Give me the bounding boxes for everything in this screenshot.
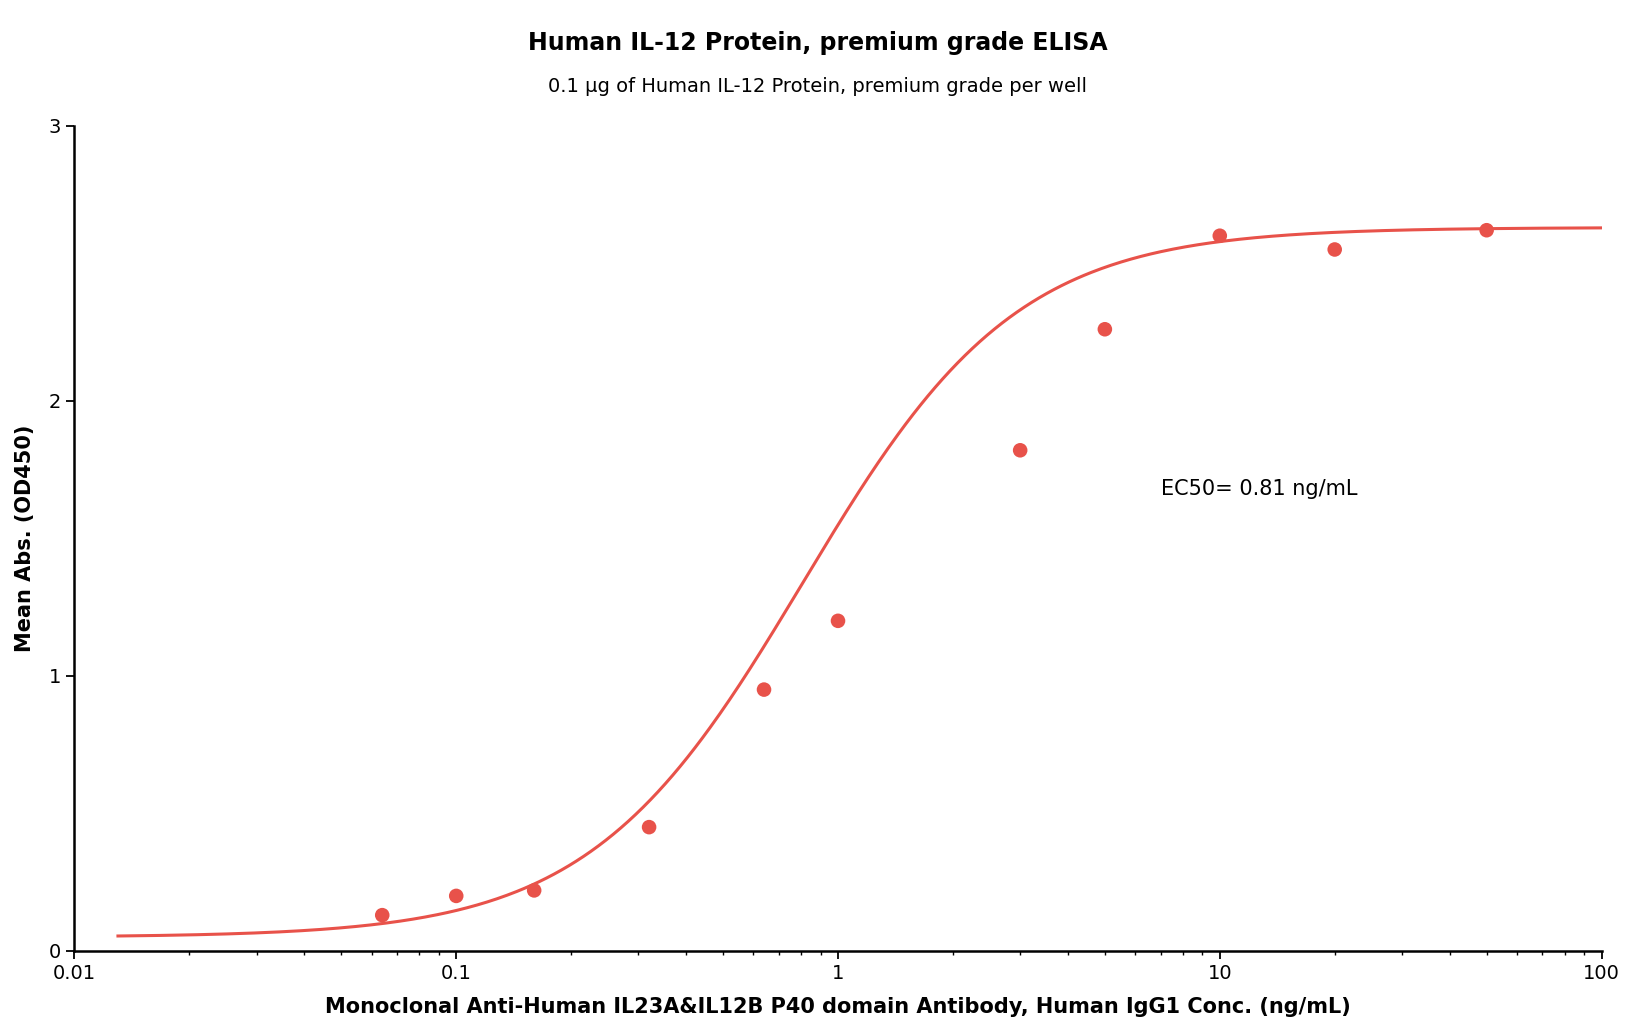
Point: [636, 818, 662, 835]
Point: [1321, 241, 1347, 258]
Point: [1207, 227, 1233, 244]
Y-axis label: Mean Abs. (OD450): Mean Abs. (OD450): [15, 424, 34, 652]
Point: [1473, 222, 1499, 238]
Point: [370, 907, 396, 924]
Text: 0.1 μg of Human IL-12 Protein, premium grade per well: 0.1 μg of Human IL-12 Protein, premium g…: [548, 77, 1087, 96]
Point: [826, 613, 852, 630]
Text: EC50= 0.81 ng/mL: EC50= 0.81 ng/mL: [1161, 479, 1357, 498]
X-axis label: Monoclonal Anti-Human IL23A&IL12B P40 domain Antibody, Human IgG1 Conc. (ng/mL): Monoclonal Anti-Human IL23A&IL12B P40 do…: [325, 997, 1351, 1017]
Point: [750, 681, 777, 698]
Point: [522, 882, 548, 899]
Point: [1007, 442, 1033, 458]
Text: Human IL-12 Protein, premium grade ELISA: Human IL-12 Protein, premium grade ELISA: [528, 31, 1107, 55]
Point: [443, 888, 469, 904]
Point: [1092, 321, 1118, 337]
